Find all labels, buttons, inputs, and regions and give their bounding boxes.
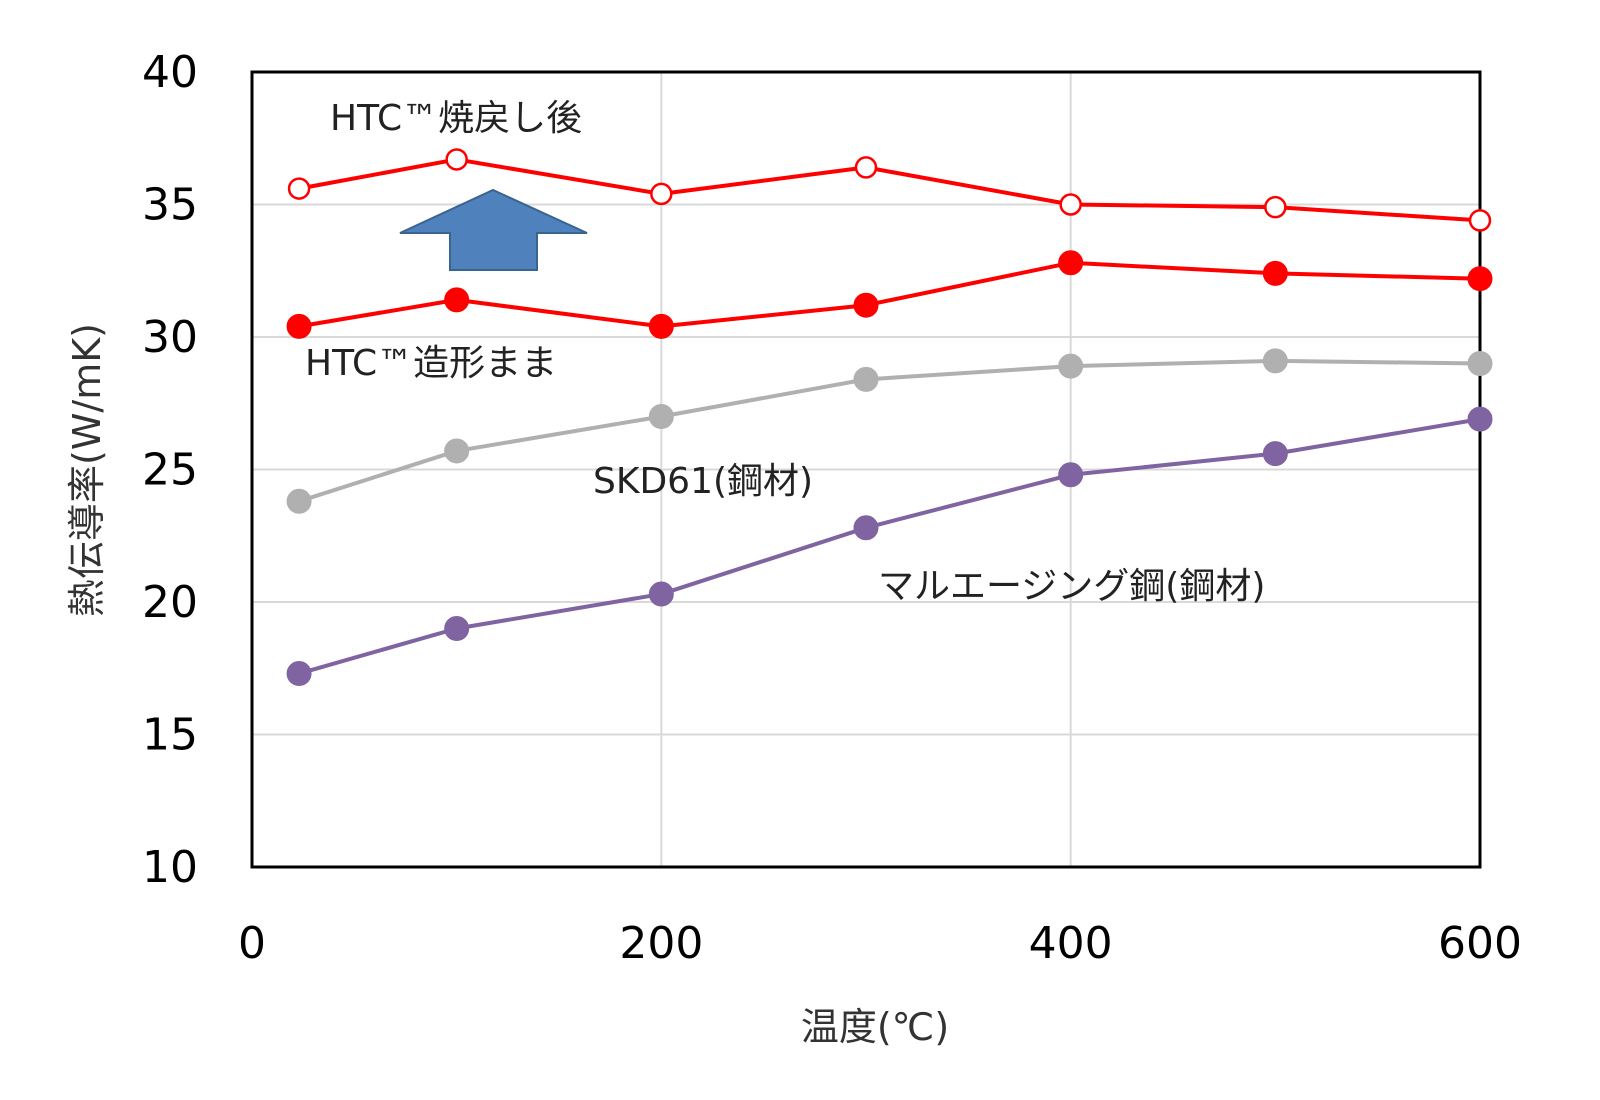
data-point	[445, 148, 468, 171]
data-point	[853, 515, 879, 541]
series-line	[298, 260, 1481, 329]
y-tick-label: 15	[142, 710, 198, 761]
data-point	[648, 404, 674, 429]
data-point	[1058, 462, 1084, 488]
data-point	[854, 156, 878, 179]
grid-lines	[251, 71, 1481, 868]
series-group	[286, 148, 1493, 687]
y-tick-label: 40	[142, 47, 198, 98]
y-axis-label: 熱伝導率(W/mK)	[65, 323, 109, 617]
data-point	[1264, 195, 1287, 219]
x-tick-label: 400	[1029, 918, 1113, 969]
y-tick-label: 10	[142, 842, 198, 893]
y-tick-label: 20	[142, 577, 198, 628]
x-tick-label: 600	[1438, 918, 1522, 969]
data-point	[1058, 353, 1084, 379]
data-point	[1467, 406, 1493, 432]
data-point	[286, 488, 312, 514]
y-tick-label: 35	[142, 180, 198, 231]
data-point	[1058, 250, 1084, 276]
y-tick-label: 25	[142, 445, 198, 496]
data-point	[444, 287, 470, 313]
data-point	[648, 581, 674, 607]
data-point	[853, 292, 879, 318]
data-point	[287, 177, 311, 200]
series-2	[286, 348, 1493, 514]
data-point	[286, 313, 312, 339]
data-point	[444, 616, 470, 641]
data-point	[1262, 348, 1288, 374]
series-label-htc-tempered: HTC™焼戻し後	[330, 98, 582, 139]
y-tick-labels: 10 15 20 25 30 35 40	[142, 47, 198, 893]
data-point	[444, 438, 470, 464]
series-line	[298, 417, 1481, 676]
series-0	[287, 148, 1492, 232]
data-point	[648, 313, 674, 339]
series-label-maraging: マルエージング鋼(鋼材)	[878, 566, 1265, 607]
data-point	[286, 661, 312, 687]
x-tick-label: 200	[619, 918, 703, 969]
data-point	[853, 366, 879, 392]
data-point	[1467, 266, 1493, 292]
improvement-arrow-icon	[399, 188, 588, 271]
y-tick-label: 30	[142, 312, 198, 363]
data-point	[1467, 351, 1493, 376]
data-point	[1468, 209, 1492, 232]
series-3	[286, 406, 1493, 687]
data-point	[1262, 260, 1288, 286]
data-point	[1059, 193, 1082, 216]
x-tick-label: 0	[238, 918, 266, 969]
plot-frame	[250, 70, 1482, 869]
x-axis-label: 温度(℃)	[801, 1005, 949, 1049]
x-tick-labels: 0 200 400 600	[238, 918, 1522, 969]
data-point	[1262, 441, 1288, 467]
series-label-skd61: SKD61(鋼材)	[593, 461, 813, 502]
series-label-htc-as-built: HTC™造形まま	[305, 343, 557, 384]
series-1	[286, 250, 1493, 339]
data-point	[650, 182, 673, 206]
